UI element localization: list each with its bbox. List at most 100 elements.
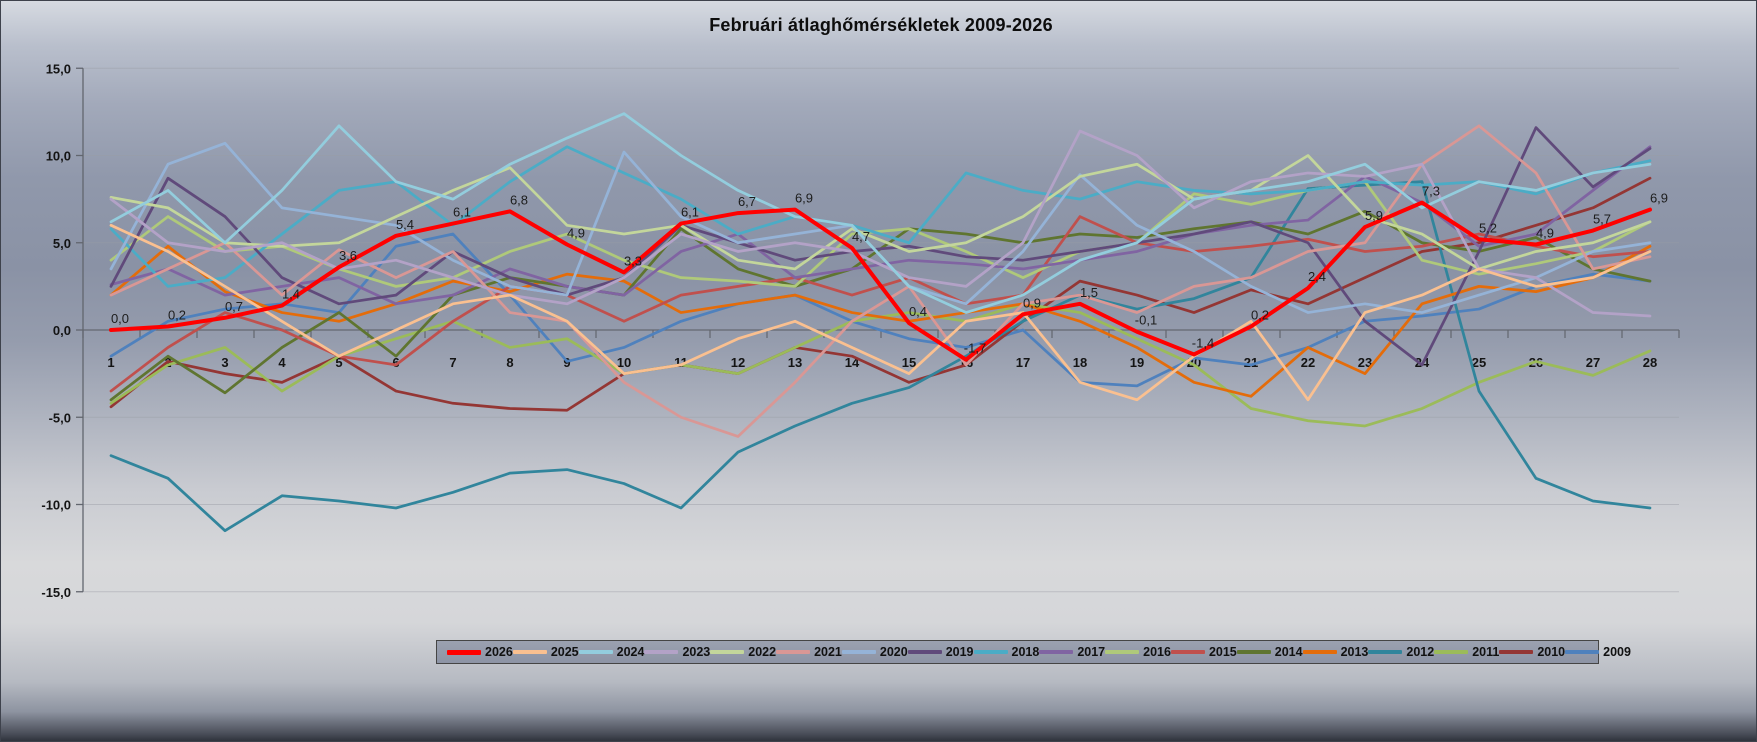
data-label: 6,8 (510, 192, 528, 207)
legend-item-2019[interactable]: 2019 (907, 645, 974, 659)
legend-label: 2011 (1472, 645, 1500, 659)
legend-swatch-2016 (1105, 650, 1140, 654)
legend: 2026 2025 2024 2023 2022 2021 2020 2019 2018 2017… (436, 640, 1631, 664)
legend-label: 2013 (1340, 645, 1369, 659)
x-axis-label: 17 (1016, 355, 1030, 370)
x-axis-label: 1 (107, 355, 114, 370)
legend-item-2020[interactable]: 2020 (841, 645, 908, 659)
legend-item-2026[interactable]: 2026 (447, 645, 513, 659)
data-label: 7,3 (1422, 184, 1440, 199)
legend-item-2018[interactable]: 2018 (973, 645, 1040, 659)
x-axis-label: 12 (731, 355, 745, 370)
data-label: 6,7 (738, 194, 756, 209)
legend-label: 2012 (1406, 645, 1435, 659)
legend-swatch-2014 (1236, 650, 1271, 654)
legend-swatch-2013 (1302, 650, 1337, 654)
data-label: 5,9 (1365, 208, 1383, 223)
legend-label: 2014 (1274, 645, 1303, 659)
x-axis-label: 3 (221, 355, 228, 370)
series-line-2022 (109, 154, 1652, 271)
legend-swatch-2011 (1434, 650, 1469, 654)
data-label: 4,9 (1536, 225, 1554, 240)
legend-item-2023[interactable]: 2023 (644, 645, 710, 659)
series-line-2024 (109, 112, 1652, 314)
series-line-2010 (109, 176, 1652, 412)
legend-swatch-2026 (447, 649, 481, 655)
legend-item-2011[interactable]: 2011 (1434, 645, 1499, 659)
x-axis-label: 25 (1472, 355, 1486, 370)
x-axis-label: 6 (392, 355, 399, 370)
data-label: 5,7 (1593, 212, 1611, 227)
data-label: 4,9 (567, 225, 585, 240)
legend-item-2024[interactable]: 2024 (578, 645, 645, 659)
legend-item-2013[interactable]: 2013 (1302, 645, 1369, 659)
x-axis-label: 8 (506, 355, 513, 370)
data-label: 6,9 (1650, 191, 1668, 206)
legend-swatch-2015 (1170, 650, 1205, 654)
data-label: -0,1 (1135, 313, 1157, 328)
legend-item-2016[interactable]: 2016 (1105, 645, 1171, 659)
legend-swatch-2018 (973, 650, 1008, 654)
legend-swatch-2023 (644, 650, 679, 654)
legend-item-2012[interactable]: 2012 (1368, 645, 1434, 659)
legend-swatch-2024 (578, 650, 613, 654)
series-line-2013 (109, 244, 1652, 398)
data-label: 5,4 (396, 217, 414, 232)
legend-item-2021[interactable]: 2021 (776, 645, 842, 659)
x-axis-label: 18 (1073, 355, 1087, 370)
series-line-2021 (109, 124, 1652, 438)
legend-swatch-2025 (512, 650, 547, 654)
x-axis-label: 22 (1301, 355, 1315, 370)
data-label: 6,1 (453, 205, 471, 220)
data-label: 0,2 (1251, 308, 1269, 323)
x-axis-label: 4 (278, 355, 286, 370)
legend-swatch-2017 (1039, 650, 1074, 654)
y-axis-label: -15,0 (41, 585, 71, 600)
data-label: 4,7 (852, 229, 870, 244)
data-label: -1,7 (964, 341, 986, 356)
data-label: 6,9 (795, 191, 813, 206)
legend-item-2014[interactable]: 2014 (1236, 645, 1303, 659)
legend-item-2025[interactable]: 2025 (512, 645, 579, 659)
legend-item-2022[interactable]: 2022 (710, 645, 776, 659)
data-label: 5,2 (1479, 220, 1497, 235)
y-axis-label: 0,0 (53, 323, 71, 338)
data-label: 6,1 (681, 205, 699, 220)
series-line-2019 (109, 126, 1652, 367)
legend-item-2017[interactable]: 2017 (1039, 645, 1105, 659)
y-axis-label: 15,0 (46, 61, 71, 76)
data-label: 3,6 (339, 248, 357, 263)
series-line-2026 (109, 200, 1652, 362)
x-axis-label: 23 (1358, 355, 1372, 370)
legend-label: 2022 (748, 645, 777, 659)
x-axis-label: 19 (1130, 355, 1144, 370)
data-label: 3,3 (624, 253, 642, 268)
y-axis-label: -5,0 (49, 410, 71, 425)
legend-item-2010[interactable]: 2010 (1499, 645, 1565, 659)
legend-label: 2025 (550, 645, 579, 659)
legend-swatch-2012 (1368, 650, 1403, 654)
legend-swatch-2020 (841, 650, 876, 654)
legend-label: 2018 (1011, 645, 1040, 659)
legend-label: 2015 (1208, 645, 1237, 659)
data-label: 0,0 (111, 311, 129, 326)
data-label: 1,5 (1080, 285, 1098, 300)
legend-label: 2023 (682, 645, 711, 659)
y-axis-label: 5,0 (53, 236, 71, 251)
data-label: 0,4 (909, 304, 927, 319)
legend-label: 2020 (879, 645, 908, 659)
legend-swatch-2009 (1565, 650, 1600, 654)
x-axis-label: 15 (902, 355, 916, 370)
legend-label: 2024 (616, 645, 645, 659)
legend-item-2009[interactable]: 2009 (1565, 645, 1631, 659)
legend-item-2015[interactable]: 2015 (1170, 645, 1237, 659)
series-line-2023 (109, 129, 1652, 318)
legend-label: 2021 (814, 645, 842, 659)
legend-label: 2019 (945, 645, 974, 659)
legend-label: 2010 (1537, 645, 1566, 659)
y-axis-label: -10,0 (41, 498, 71, 513)
x-axis-label: 27 (1586, 355, 1600, 370)
chart-title: Februári átlaghőmérsékletek 2009-2026 (709, 15, 1053, 35)
